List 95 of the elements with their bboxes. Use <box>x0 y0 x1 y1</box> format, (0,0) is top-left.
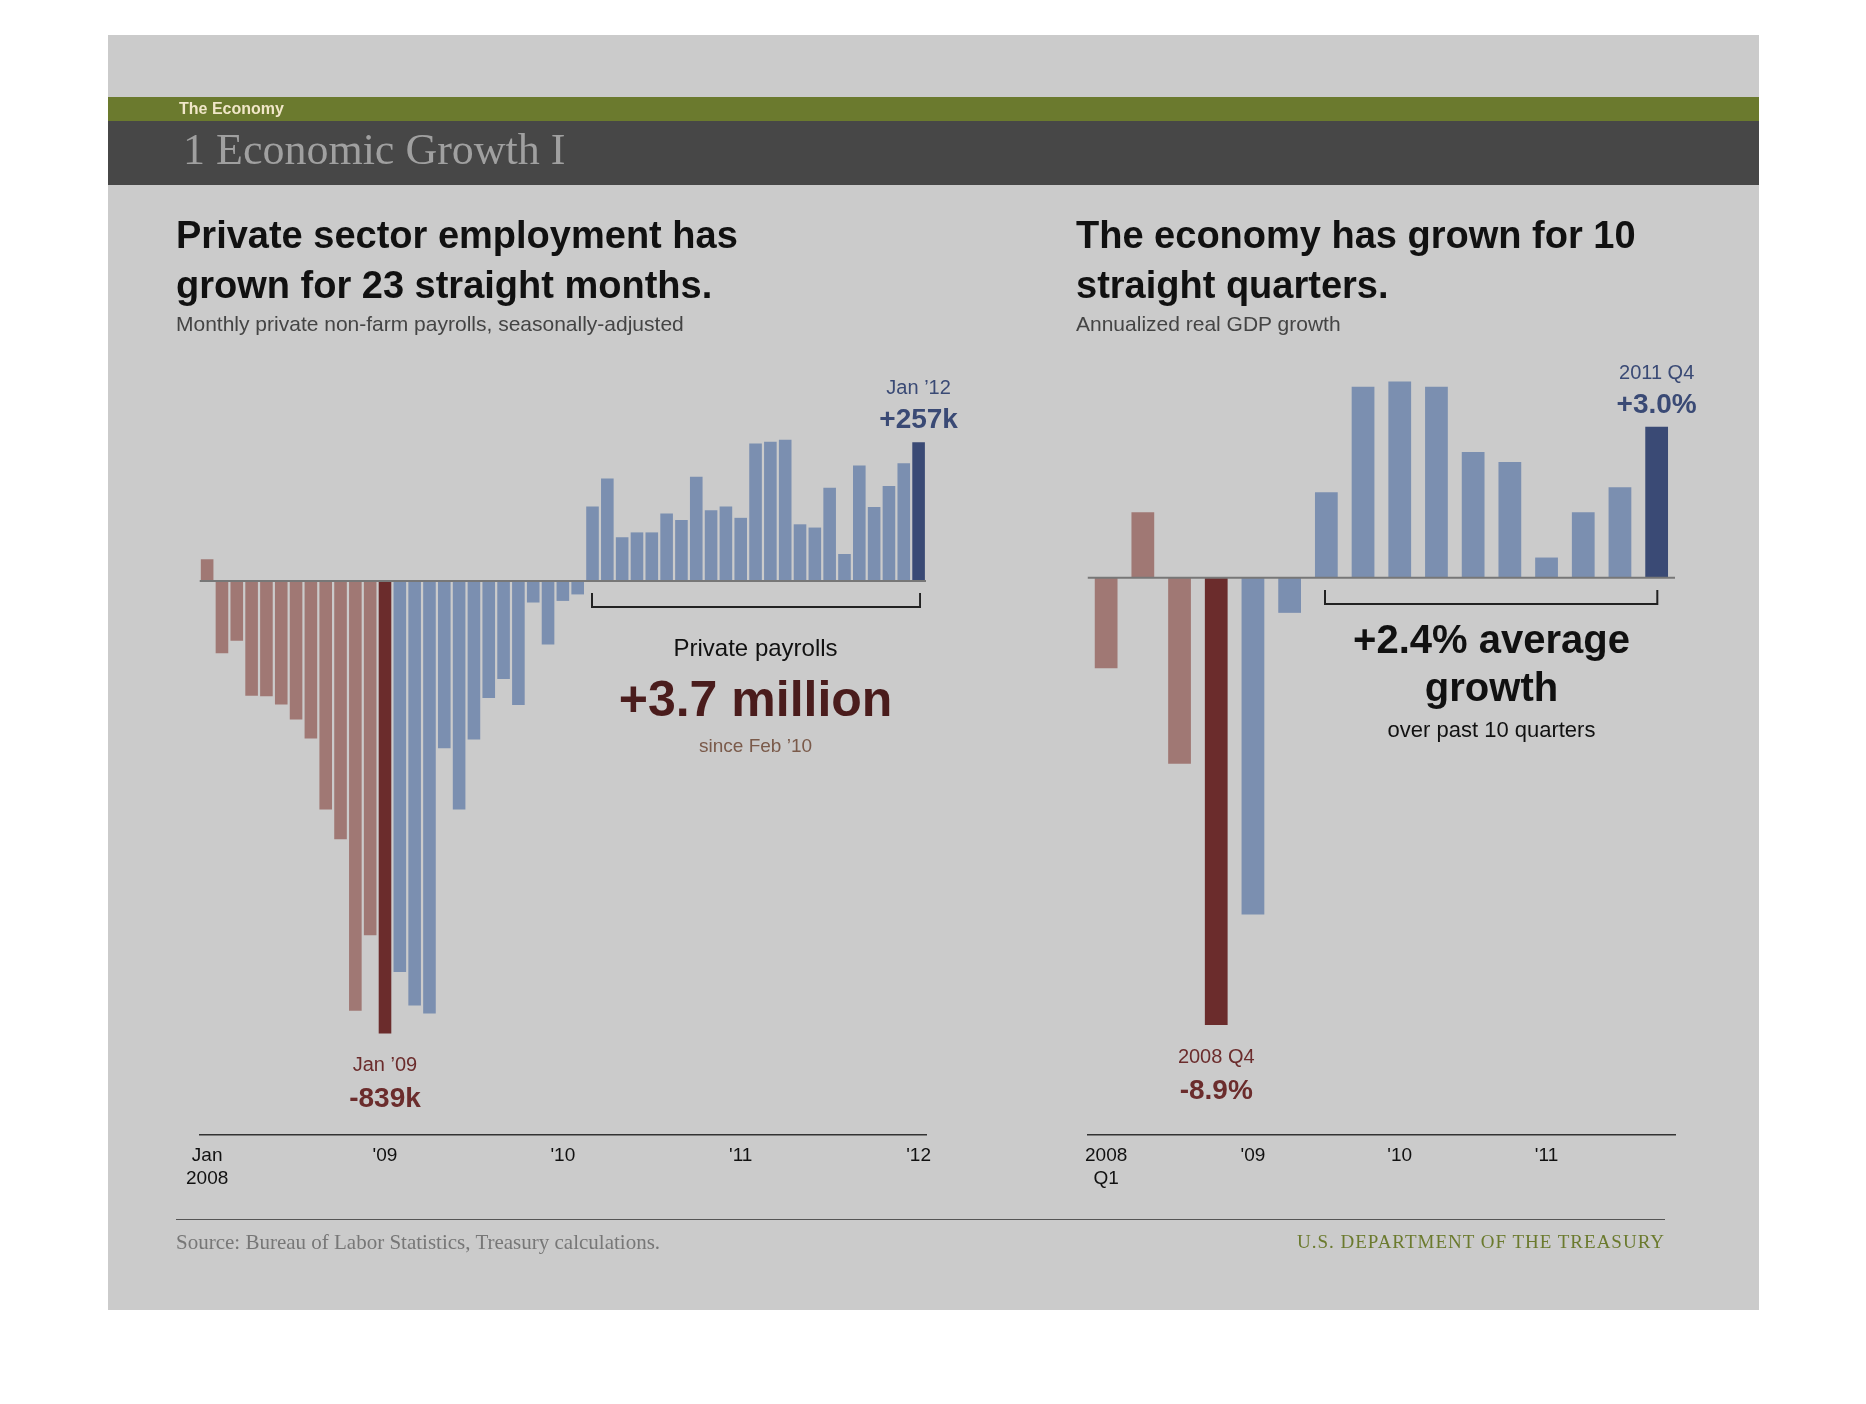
bar <box>274 580 288 705</box>
annotation: +2.4% average growth <box>1353 616 1630 709</box>
bar <box>1241 577 1265 915</box>
bar <box>853 465 866 581</box>
bar <box>764 441 777 581</box>
bar <box>882 486 896 581</box>
x-tick-label: '10 <box>1387 1144 1413 1166</box>
bar <box>734 517 748 581</box>
bar <box>304 580 318 739</box>
x-tick-label: '10 <box>550 1144 576 1166</box>
annotation: Jan ’12 <box>886 376 951 399</box>
data-label: -839k <box>349 1082 422 1114</box>
bar <box>1094 577 1118 669</box>
bar <box>260 580 273 697</box>
bar <box>689 476 703 581</box>
chart-title: Private sector employment has grown for 23 straight months. <box>176 213 739 308</box>
bar <box>1425 386 1448 578</box>
bar <box>497 580 510 680</box>
x-tick-label: '09 <box>1240 1144 1266 1166</box>
data-label: +257k <box>879 403 959 435</box>
annotation: 2008 Q4 <box>1177 1045 1255 1068</box>
bar <box>334 580 347 840</box>
bar <box>378 580 392 1034</box>
bar <box>1351 386 1375 578</box>
bar <box>1278 577 1302 613</box>
bar <box>1608 487 1632 578</box>
bar <box>200 559 214 581</box>
chart-subtitle: Monthly private non-farm payrolls, seasonally-adjusted <box>176 312 684 336</box>
bar <box>1204 577 1228 1026</box>
text: 1 Economic Growth I <box>183 124 566 175</box>
bar <box>1314 492 1338 578</box>
bar <box>467 580 481 740</box>
bar <box>1498 462 1522 578</box>
bar <box>363 580 377 936</box>
bar <box>586 506 599 581</box>
bar <box>793 524 807 581</box>
bar <box>349 580 362 1011</box>
annotation: since Feb ’10 <box>699 734 813 756</box>
chart-subtitle: Annualized real GDP growth <box>1076 312 1341 336</box>
bar <box>423 580 436 1014</box>
annotation: Private payrolls <box>673 633 838 661</box>
annotation: over past 10 quarters <box>1387 716 1596 742</box>
source-note: Source: Bureau of Labor Statistics, Treasury calculations. <box>176 1230 661 1255</box>
chart-title: The economy has grown for 10 straight quarters. <box>1076 213 1637 308</box>
bar <box>704 510 718 581</box>
bar <box>778 439 792 581</box>
bar <box>719 506 733 581</box>
bar <box>838 553 851 581</box>
bar <box>1535 557 1558 578</box>
bar <box>230 580 244 641</box>
annotation: 2011 Q4 <box>1619 360 1695 383</box>
bar <box>319 580 333 810</box>
annotation: Jan ’09 <box>352 1053 418 1076</box>
bar <box>245 580 258 696</box>
bar <box>897 463 911 581</box>
bar <box>408 580 421 1006</box>
bar <box>1168 577 1191 764</box>
x-tick-label: '11 <box>1534 1144 1559 1166</box>
bar <box>675 519 688 581</box>
bar <box>660 513 673 581</box>
bar <box>601 478 614 581</box>
bar <box>808 527 822 581</box>
bar <box>393 580 407 972</box>
bar <box>912 442 925 581</box>
bar <box>556 580 570 601</box>
bar <box>1645 426 1669 578</box>
x-tick-label: Jan 2008 <box>185 1144 229 1188</box>
bar <box>749 443 762 581</box>
bar <box>1461 451 1485 578</box>
x-tick-label: 2008 Q1 <box>1084 1144 1128 1188</box>
x-tick-label: '12 <box>906 1144 931 1166</box>
bar <box>630 532 644 581</box>
bar <box>512 580 525 705</box>
bar <box>1131 512 1155 578</box>
bar <box>437 580 451 749</box>
bar <box>452 580 466 810</box>
data-label: -8.9% <box>1179 1074 1253 1106</box>
data-label: +3.0% <box>1616 387 1697 419</box>
bar <box>289 580 303 720</box>
bar <box>615 537 629 581</box>
bar <box>867 507 881 581</box>
bar <box>571 580 584 595</box>
x-tick-label: '11 <box>729 1144 753 1166</box>
bar <box>1388 381 1412 578</box>
x-tick-label: '09 <box>372 1144 398 1166</box>
text: The Economy <box>179 100 284 118</box>
bar <box>541 580 555 645</box>
bar <box>482 580 496 698</box>
bar <box>215 580 229 654</box>
bar <box>645 532 659 581</box>
text: U.S. DEPARTMENT OF THE TREASURY <box>1295 1231 1665 1253</box>
bar <box>823 487 836 581</box>
annotation: +3.7 million <box>618 670 893 727</box>
bar <box>526 580 540 603</box>
bar <box>1571 512 1595 578</box>
